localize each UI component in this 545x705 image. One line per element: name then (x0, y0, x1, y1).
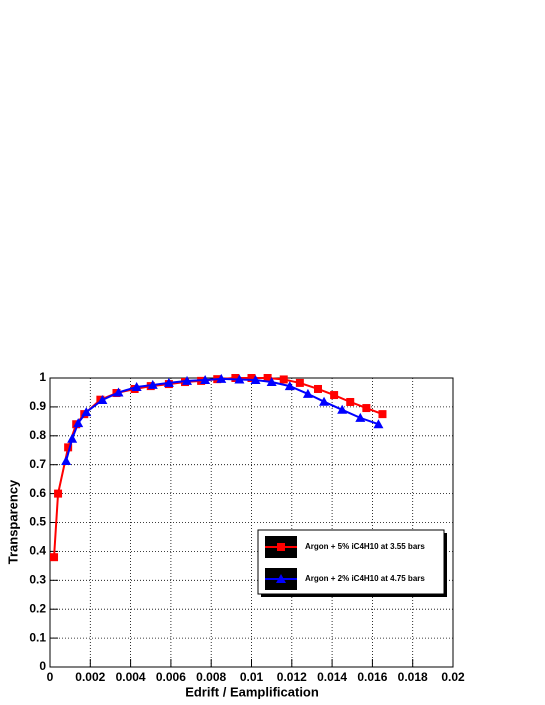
y-tick-label: 0 (39, 659, 46, 673)
y-tick-label: 0.2 (29, 601, 46, 615)
marker (378, 410, 387, 419)
x-tick-label: 0.012 (277, 670, 307, 684)
marker (216, 373, 227, 383)
marker (337, 404, 348, 414)
x-tick-label: 0.018 (398, 670, 428, 684)
marker (182, 375, 193, 385)
y-tick-label: 0.5 (29, 515, 46, 529)
marker (266, 377, 277, 387)
marker (163, 377, 174, 387)
x-tick-label: 0.016 (357, 670, 387, 684)
marker (250, 375, 261, 385)
marker (50, 553, 59, 562)
marker (279, 375, 288, 384)
x-tick-label: 0.006 (156, 670, 186, 684)
marker (295, 378, 304, 387)
marker (276, 574, 286, 583)
marker (147, 379, 158, 389)
x-tick-label: 0.004 (116, 670, 146, 684)
marker (73, 418, 84, 428)
y-axis-label: Transparency (5, 479, 20, 564)
marker (302, 388, 313, 398)
x-tick-label: 0.002 (75, 670, 105, 684)
marker (277, 543, 285, 551)
marker (373, 419, 384, 429)
marker (247, 374, 256, 382)
marker (231, 374, 240, 382)
marker (67, 433, 78, 443)
marker (54, 489, 63, 498)
marker (346, 397, 355, 406)
x-tick-label: 0.01 (240, 670, 264, 684)
x-tick-label: 0.014 (317, 670, 347, 684)
x-tick-label: 0.008 (196, 670, 226, 684)
marker (64, 443, 73, 452)
marker (263, 374, 272, 382)
y-tick-label: 0.9 (29, 399, 46, 413)
marker (319, 396, 330, 406)
marker (113, 387, 124, 397)
x-tick-label: 0 (47, 670, 54, 684)
y-tick-label: 0.6 (29, 486, 46, 500)
y-tick-label: 0.1 (29, 630, 46, 644)
marker (284, 381, 295, 391)
marker (313, 384, 322, 393)
marker (362, 404, 371, 413)
marker (131, 381, 142, 391)
y-tick-label: 0.7 (29, 457, 46, 471)
legend-label: Argon + 2% iC4H10 at 4.75 bars (305, 574, 425, 583)
x-axis-label: Edrift / Eamplification (185, 684, 319, 699)
y-tick-label: 0.4 (29, 544, 46, 558)
y-tick-label: 0.8 (29, 428, 46, 442)
marker (81, 407, 92, 417)
x-tick-label: 0.02 (441, 670, 465, 684)
y-tick-label: 1 (39, 370, 46, 384)
marker (61, 455, 72, 465)
legend-label: Argon + 5% iC4H10 at 3.55 bars (305, 542, 425, 551)
marker (234, 374, 245, 384)
marker (200, 375, 211, 385)
marker (97, 394, 108, 404)
marker (355, 412, 366, 422)
marker (330, 391, 339, 400)
y-tick-label: 0.3 (29, 572, 46, 586)
